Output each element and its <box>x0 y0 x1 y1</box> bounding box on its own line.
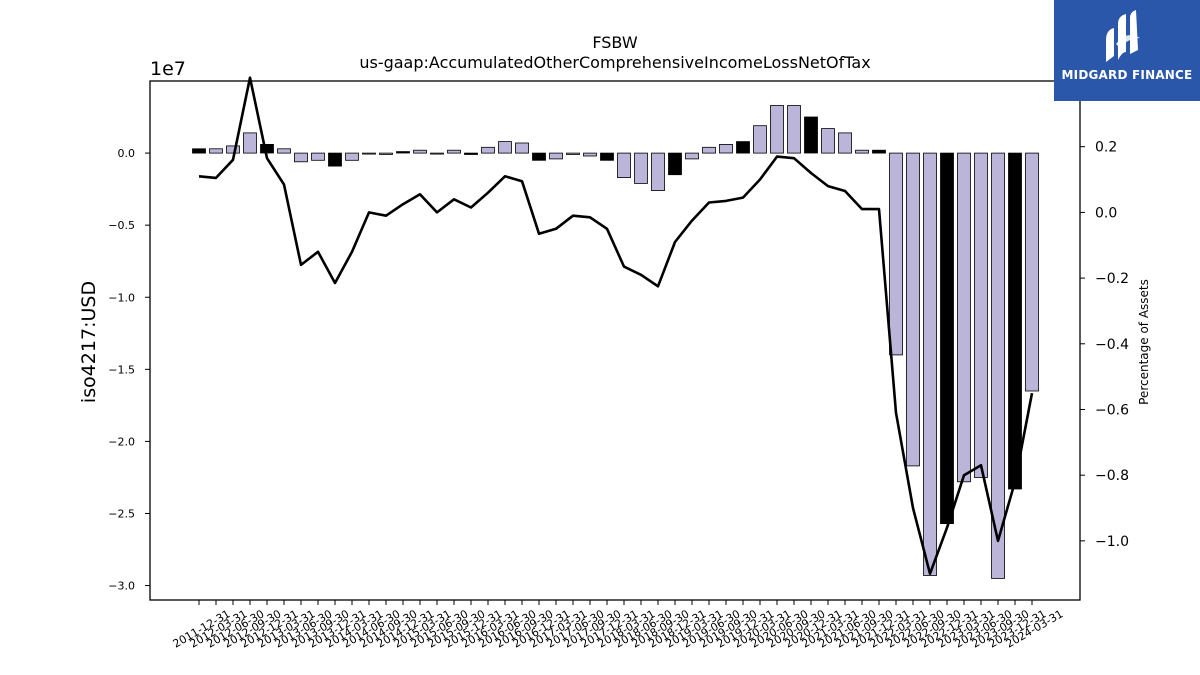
y2-axis-label: Percentage of Assets <box>1137 279 1151 405</box>
bar <box>787 105 801 154</box>
y2-tick-label: −1.0 <box>1095 534 1129 550</box>
bar <box>685 152 699 160</box>
y2-tick-label: −0.6 <box>1095 402 1129 418</box>
bar <box>362 152 376 155</box>
y-axis-label: iso4217:USD <box>78 281 100 403</box>
bar <box>481 146 495 154</box>
bar <box>906 152 920 467</box>
bar <box>940 152 954 525</box>
chart-title: FSBW <box>592 33 637 52</box>
bar <box>345 152 359 161</box>
bar <box>651 152 665 192</box>
y-tick-label: 0.0 <box>118 147 136 160</box>
bar <box>617 152 631 179</box>
bar <box>736 141 750 154</box>
bar <box>719 143 733 154</box>
y-tick-label: −1.5 <box>108 363 135 376</box>
bar <box>634 152 648 184</box>
y2-tick-label: −0.2 <box>1095 271 1129 287</box>
bar <box>957 152 971 483</box>
y-scale-label: 1e7 <box>150 58 186 80</box>
bar <box>209 148 223 154</box>
bar <box>872 149 886 154</box>
y2-tick-label: −0.4 <box>1095 337 1129 353</box>
y-tick-label: −0.5 <box>108 219 135 232</box>
bar <box>515 142 529 154</box>
bar <box>464 152 478 155</box>
bar <box>889 152 903 356</box>
bar <box>226 145 240 154</box>
percentage-line <box>198 76 1034 576</box>
bar <box>430 152 444 155</box>
bar <box>532 152 546 161</box>
y-tick-label: −1.0 <box>108 291 135 304</box>
bar <box>260 143 274 154</box>
y-tick-label: −3.0 <box>108 580 135 593</box>
bar <box>396 151 410 154</box>
bar <box>821 128 835 154</box>
y2-tick-label: −0.8 <box>1095 468 1129 484</box>
bar <box>770 105 784 154</box>
bar <box>328 152 342 167</box>
bar <box>838 132 852 154</box>
bar <box>855 149 869 154</box>
bar <box>413 149 427 154</box>
bar <box>311 152 325 161</box>
bar <box>294 152 308 163</box>
bar <box>668 152 682 176</box>
bar <box>753 125 767 154</box>
logo-text: MIDGARD FINANCE <box>1061 68 1193 82</box>
y-tick-label: −2.5 <box>108 508 135 521</box>
bar <box>1025 152 1039 392</box>
y2-tick-label: 0.2 <box>1095 140 1117 156</box>
bar <box>702 146 716 154</box>
bar <box>498 141 512 154</box>
bar <box>923 152 937 576</box>
bar <box>974 152 988 478</box>
midgard-logo-icon <box>1106 10 1140 62</box>
bar <box>447 149 461 154</box>
midgard-logo: MIDGARD FINANCE <box>1054 0 1200 101</box>
bar <box>1008 152 1022 490</box>
bar <box>277 148 291 154</box>
chart-subtitle: us-gaap:AccumulatedOtherComprehensiveInc… <box>359 53 870 72</box>
bar <box>243 132 257 154</box>
bar <box>583 152 597 157</box>
bar <box>991 152 1005 579</box>
bar <box>379 152 393 155</box>
y2-tick-label: 0.0 <box>1095 205 1117 221</box>
bar <box>804 116 818 154</box>
plot-frame <box>149 80 1081 601</box>
bar <box>549 152 563 160</box>
bar <box>600 152 614 161</box>
y-tick-label: −2.0 <box>108 435 135 448</box>
bar <box>566 152 580 155</box>
bar <box>192 148 206 154</box>
